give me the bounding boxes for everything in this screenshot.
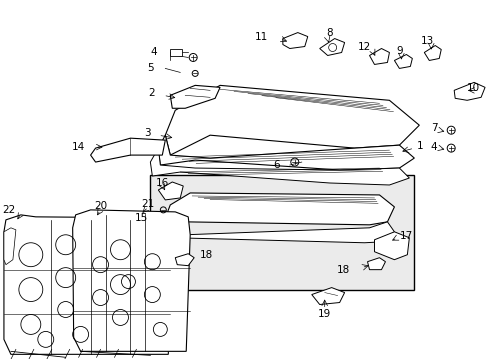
Text: 4: 4	[430, 142, 436, 152]
Text: 2: 2	[148, 88, 155, 98]
Bar	[150, 175, 413, 289]
Polygon shape	[158, 135, 413, 170]
Polygon shape	[424, 45, 440, 60]
Text: 7: 7	[430, 123, 436, 133]
Polygon shape	[165, 85, 419, 155]
Polygon shape	[165, 193, 394, 232]
Text: 17: 17	[399, 231, 412, 241]
Polygon shape	[311, 288, 344, 305]
Polygon shape	[175, 254, 194, 266]
Polygon shape	[170, 85, 220, 108]
Text: 5: 5	[146, 63, 153, 73]
Polygon shape	[282, 32, 307, 49]
Polygon shape	[367, 258, 385, 270]
Polygon shape	[4, 215, 172, 354]
Text: 18: 18	[336, 265, 349, 275]
Bar	[170, 49, 182, 57]
Polygon shape	[150, 148, 408, 185]
Text: 6: 6	[273, 160, 279, 170]
Text: 10: 10	[466, 84, 479, 93]
Text: 9: 9	[395, 45, 402, 55]
Text: 22: 22	[2, 205, 16, 215]
Text: 8: 8	[325, 28, 332, 37]
Text: 3: 3	[143, 128, 150, 138]
Text: 21: 21	[142, 199, 155, 209]
Text: 11: 11	[254, 32, 267, 41]
Polygon shape	[4, 228, 16, 265]
Text: 12: 12	[357, 41, 370, 51]
Polygon shape	[158, 218, 394, 243]
Polygon shape	[374, 232, 408, 260]
Polygon shape	[453, 82, 484, 100]
Text: 14: 14	[71, 142, 84, 152]
Text: 1: 1	[415, 141, 422, 151]
Polygon shape	[158, 182, 183, 200]
Polygon shape	[394, 54, 411, 68]
Text: 19: 19	[317, 310, 331, 319]
Text: 20: 20	[94, 201, 107, 211]
Text: 18: 18	[200, 250, 213, 260]
Polygon shape	[319, 39, 344, 55]
Polygon shape	[73, 210, 190, 351]
Text: 16: 16	[155, 178, 168, 188]
Polygon shape	[369, 49, 388, 64]
Text: 13: 13	[420, 36, 433, 46]
Text: 4: 4	[150, 48, 157, 58]
Polygon shape	[90, 138, 165, 162]
Text: 15: 15	[135, 213, 148, 223]
